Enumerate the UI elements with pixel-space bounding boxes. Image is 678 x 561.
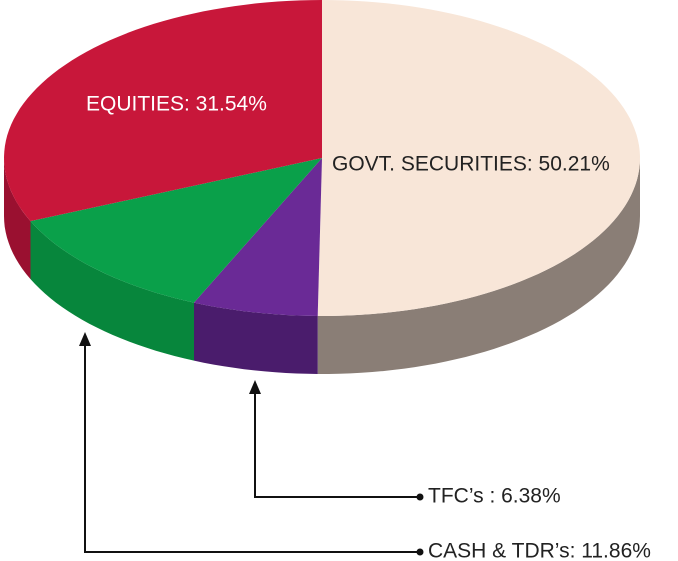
slice-label: CASH & TDR’s: 11.86% (428, 540, 651, 561)
pie-side (317, 158, 640, 374)
leader-dot (416, 548, 424, 556)
pie-slice (30, 158, 322, 303)
leader-lines (84, 344, 418, 553)
slice-label: TFC’s : 6.38% (428, 485, 561, 508)
arrowheads (79, 332, 424, 556)
pie-slice (317, 0, 640, 316)
pie-side (4, 158, 31, 280)
arrowhead (249, 380, 261, 394)
slice-label: GOVT. SECURITIES: 50.21% (332, 153, 610, 176)
pie-slice (4, 0, 322, 222)
pie-slice (194, 158, 322, 316)
slice-label: EQUITIES: 31.54% (86, 93, 267, 116)
leader-line (84, 344, 418, 553)
leader-dot (416, 493, 424, 501)
arrowhead (79, 332, 91, 346)
leader-line (254, 392, 418, 498)
pie-side (194, 302, 318, 374)
pie (4, 0, 640, 374)
pie-side (30, 221, 194, 361)
